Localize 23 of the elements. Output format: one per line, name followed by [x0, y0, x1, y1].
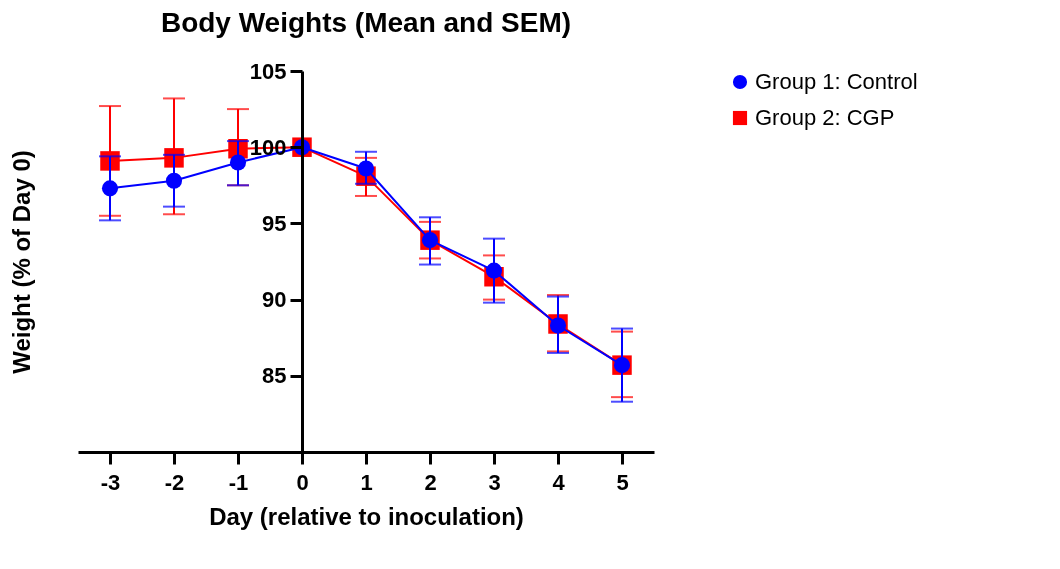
y-tick-label: 95 [262, 210, 287, 236]
x-tick-label: 2 [424, 469, 437, 495]
point [357, 160, 375, 177]
x-tick-label: -1 [228, 469, 249, 495]
point [485, 262, 503, 279]
x-tick-label: -2 [164, 469, 185, 495]
x-tick-label: 0 [296, 469, 309, 495]
point [229, 154, 247, 171]
x-tick-label: -3 [100, 469, 121, 495]
point [101, 180, 119, 197]
y-tick-label: 85 [262, 363, 287, 389]
x-tick-label: 3 [488, 469, 501, 495]
x-tick-label: 1 [360, 469, 373, 495]
x-axis-title: Day (relative to inoculation) [209, 502, 524, 530]
y-tick-label: 90 [262, 287, 287, 313]
y-axis-title: Weight (% of Day 0) [7, 150, 35, 374]
legend-label: Group 2: CGP [755, 105, 895, 130]
point [165, 172, 183, 189]
x-tick-label: 5 [616, 469, 629, 495]
x-tick-label: 4 [552, 469, 566, 495]
chart-title: Body Weights (Mean and SEM) [160, 7, 572, 38]
legend-label: Group 1: Control [755, 69, 918, 94]
y-tick-label: 105 [249, 58, 287, 84]
